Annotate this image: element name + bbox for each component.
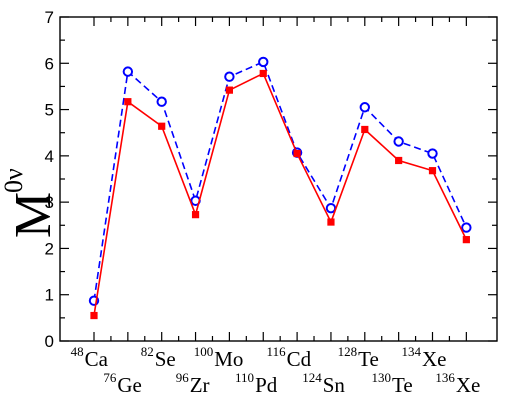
isotope-element-symbol: Te	[392, 373, 413, 397]
y-tick-label: 3	[45, 193, 54, 212]
isotope-mass-number: 134	[402, 344, 422, 359]
x-tick-label: 124Sn	[302, 370, 345, 397]
data-point-square	[327, 218, 335, 226]
data-point-circle	[258, 56, 269, 68]
y-tick-label: 7	[45, 8, 54, 27]
data-point-square	[395, 156, 403, 165]
x-tick-label: 76Ge	[103, 370, 142, 397]
series-layer	[88, 56, 472, 320]
isotope-mass-number: 128	[338, 344, 358, 359]
x-tick-label: 136Xe	[435, 370, 480, 397]
y-tick-label: 1	[45, 286, 54, 305]
plot-area-border	[59, 16, 498, 342]
isotope-mass-number: 124	[302, 370, 322, 385]
plot-frame	[59, 16, 498, 342]
data-point-square	[124, 98, 132, 106]
isotope-element-symbol: Sn	[323, 373, 346, 397]
x-tick-label: 128Te	[338, 344, 379, 371]
x-tick-label: 116Cd	[267, 344, 312, 371]
data-point-square	[462, 236, 470, 244]
data-point-square	[361, 125, 369, 134]
y-axis-label-superscript: 0ν	[0, 168, 28, 193]
y-axis-label-group: M0ν	[0, 168, 62, 238]
isotope-element-symbol: Zr	[190, 373, 210, 397]
data-point-square	[293, 149, 301, 158]
x-tick-label: 100Mo	[194, 344, 244, 371]
y-tick-label: 4	[45, 147, 54, 166]
data-point-circle	[224, 71, 235, 82]
isotope-mass-number: 100	[194, 344, 214, 359]
isotope-mass-number: 82	[141, 344, 154, 359]
isotope-element-symbol: Xe	[422, 347, 447, 371]
y-tick-label: 5	[45, 101, 54, 120]
isotope-mass-number: 96	[176, 370, 190, 385]
x-axis: 48Ca76Ge82Se96Zr100Mo110Pd116Cd124Sn128T…	[71, 17, 480, 397]
isotope-element-symbol: Xe	[456, 373, 481, 397]
data-point-circle	[122, 66, 134, 77]
data-point-square	[90, 311, 98, 320]
y-axis-label-base: M	[5, 192, 62, 238]
data-point-square	[158, 122, 166, 130]
data-point-circle	[325, 202, 337, 214]
isotope-element-symbol: Se	[155, 347, 176, 371]
data-point-circle	[156, 96, 167, 107]
x-tick-label: 130Te	[371, 370, 412, 397]
isotope-mass-number: 130	[371, 370, 391, 385]
isotope-mass-number: 76	[103, 370, 117, 385]
isotope-element-symbol: Cd	[287, 347, 312, 371]
y-axis: 0 1 2 3 4 5 6 7	[45, 8, 497, 351]
isotope-element-symbol: Mo	[214, 347, 243, 371]
isotope-element-symbol: Ge	[117, 373, 142, 397]
x-tick-label: 48Ca	[71, 344, 109, 371]
isotope-element-symbol: Ca	[85, 347, 109, 371]
series-2	[90, 69, 470, 320]
y-tick-label: 6	[45, 54, 54, 73]
isotope-element-symbol: Te	[358, 347, 379, 371]
series-line	[93, 60, 468, 301]
data-point-square	[428, 167, 437, 175]
x-tick-label: 96Zr	[176, 370, 210, 397]
data-point-circle	[461, 222, 472, 233]
x-tick-label: 134Xe	[402, 344, 447, 371]
data-point-circle	[393, 136, 404, 147]
data-point-square	[191, 211, 200, 219]
isotope-mass-number: 116	[267, 344, 287, 359]
isotope-mass-number: 48	[71, 344, 84, 359]
isotope-mass-number: 136	[435, 370, 455, 385]
data-point-square	[259, 69, 267, 78]
y-axis-label: M0ν	[0, 168, 62, 238]
isotope-mass-number: 110	[235, 370, 254, 385]
x-tick-label: 110Pd	[235, 370, 278, 397]
isotope-element-symbol: Pd	[255, 373, 278, 397]
y-tick-label: 2	[45, 239, 54, 258]
series-1	[88, 56, 472, 306]
y-tick-label: 0	[45, 332, 54, 351]
series-line	[93, 72, 468, 316]
data-point-circle	[359, 102, 370, 113]
data-point-square	[225, 86, 233, 94]
x-tick-label: 82Se	[141, 344, 176, 371]
data-point-circle	[427, 148, 438, 159]
